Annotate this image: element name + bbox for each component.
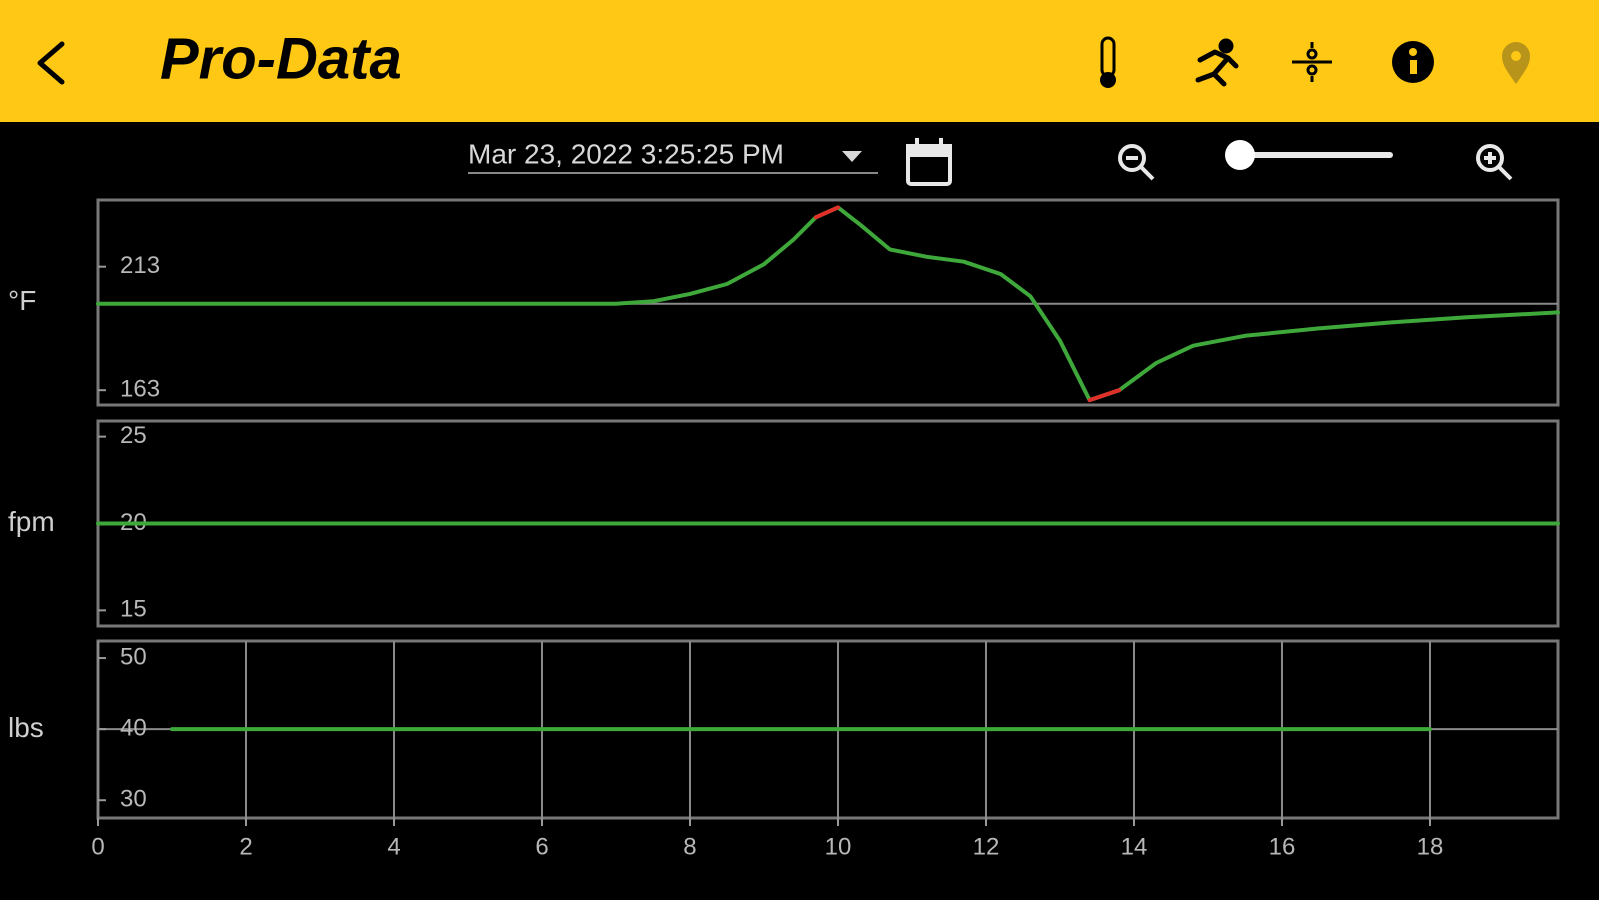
zoom-slider[interactable]	[1225, 140, 1393, 170]
info-icon[interactable]	[1392, 41, 1434, 83]
date-picker[interactable]: Mar 23, 2022 3:25:25 PM	[468, 138, 878, 174]
x-tick-label: 2	[239, 833, 252, 860]
y-axis-label: °F	[8, 285, 36, 316]
app-title: Pro-Data	[160, 26, 402, 91]
zoom-in-button[interactable]	[1476, 144, 1513, 181]
x-tick-label: 8	[683, 833, 696, 860]
x-tick-label: 6	[535, 833, 548, 860]
data-line	[813, 205, 1122, 403]
x-tick-label: 14	[1121, 833, 1148, 860]
activity-icon[interactable]	[1195, 38, 1239, 87]
x-tick-label: 10	[825, 833, 852, 860]
back-button[interactable]	[37, 41, 65, 85]
y-tick-label: 213	[120, 252, 160, 279]
y-axis-label: lbs	[8, 712, 44, 743]
y-tick-label: 30	[120, 786, 147, 813]
data-line	[96, 205, 1560, 403]
y-tick-label: 50	[120, 643, 147, 670]
zoom-out-button[interactable]	[1118, 144, 1155, 181]
y-tick-label: 163	[120, 376, 160, 403]
location-icon[interactable]	[1502, 42, 1530, 84]
date-text: Mar 23, 2022 3:25:25 PM	[468, 138, 784, 169]
x-tick-label: 12	[973, 833, 1000, 860]
y-tick-label: 40	[120, 714, 147, 741]
temperature-icon[interactable]	[1100, 36, 1116, 88]
x-tick-label: 0	[91, 833, 104, 860]
calendar-button[interactable]	[906, 138, 952, 186]
x-tick-label: 16	[1269, 833, 1296, 860]
app-bar	[0, 0, 1599, 122]
x-tick-label: 4	[387, 833, 400, 860]
y-tick-label: 25	[120, 422, 147, 449]
y-axis-label: fpm	[8, 506, 55, 537]
y-tick-label: 15	[120, 596, 147, 623]
x-tick-label: 18	[1417, 833, 1444, 860]
flow-icon[interactable]	[1292, 42, 1332, 82]
